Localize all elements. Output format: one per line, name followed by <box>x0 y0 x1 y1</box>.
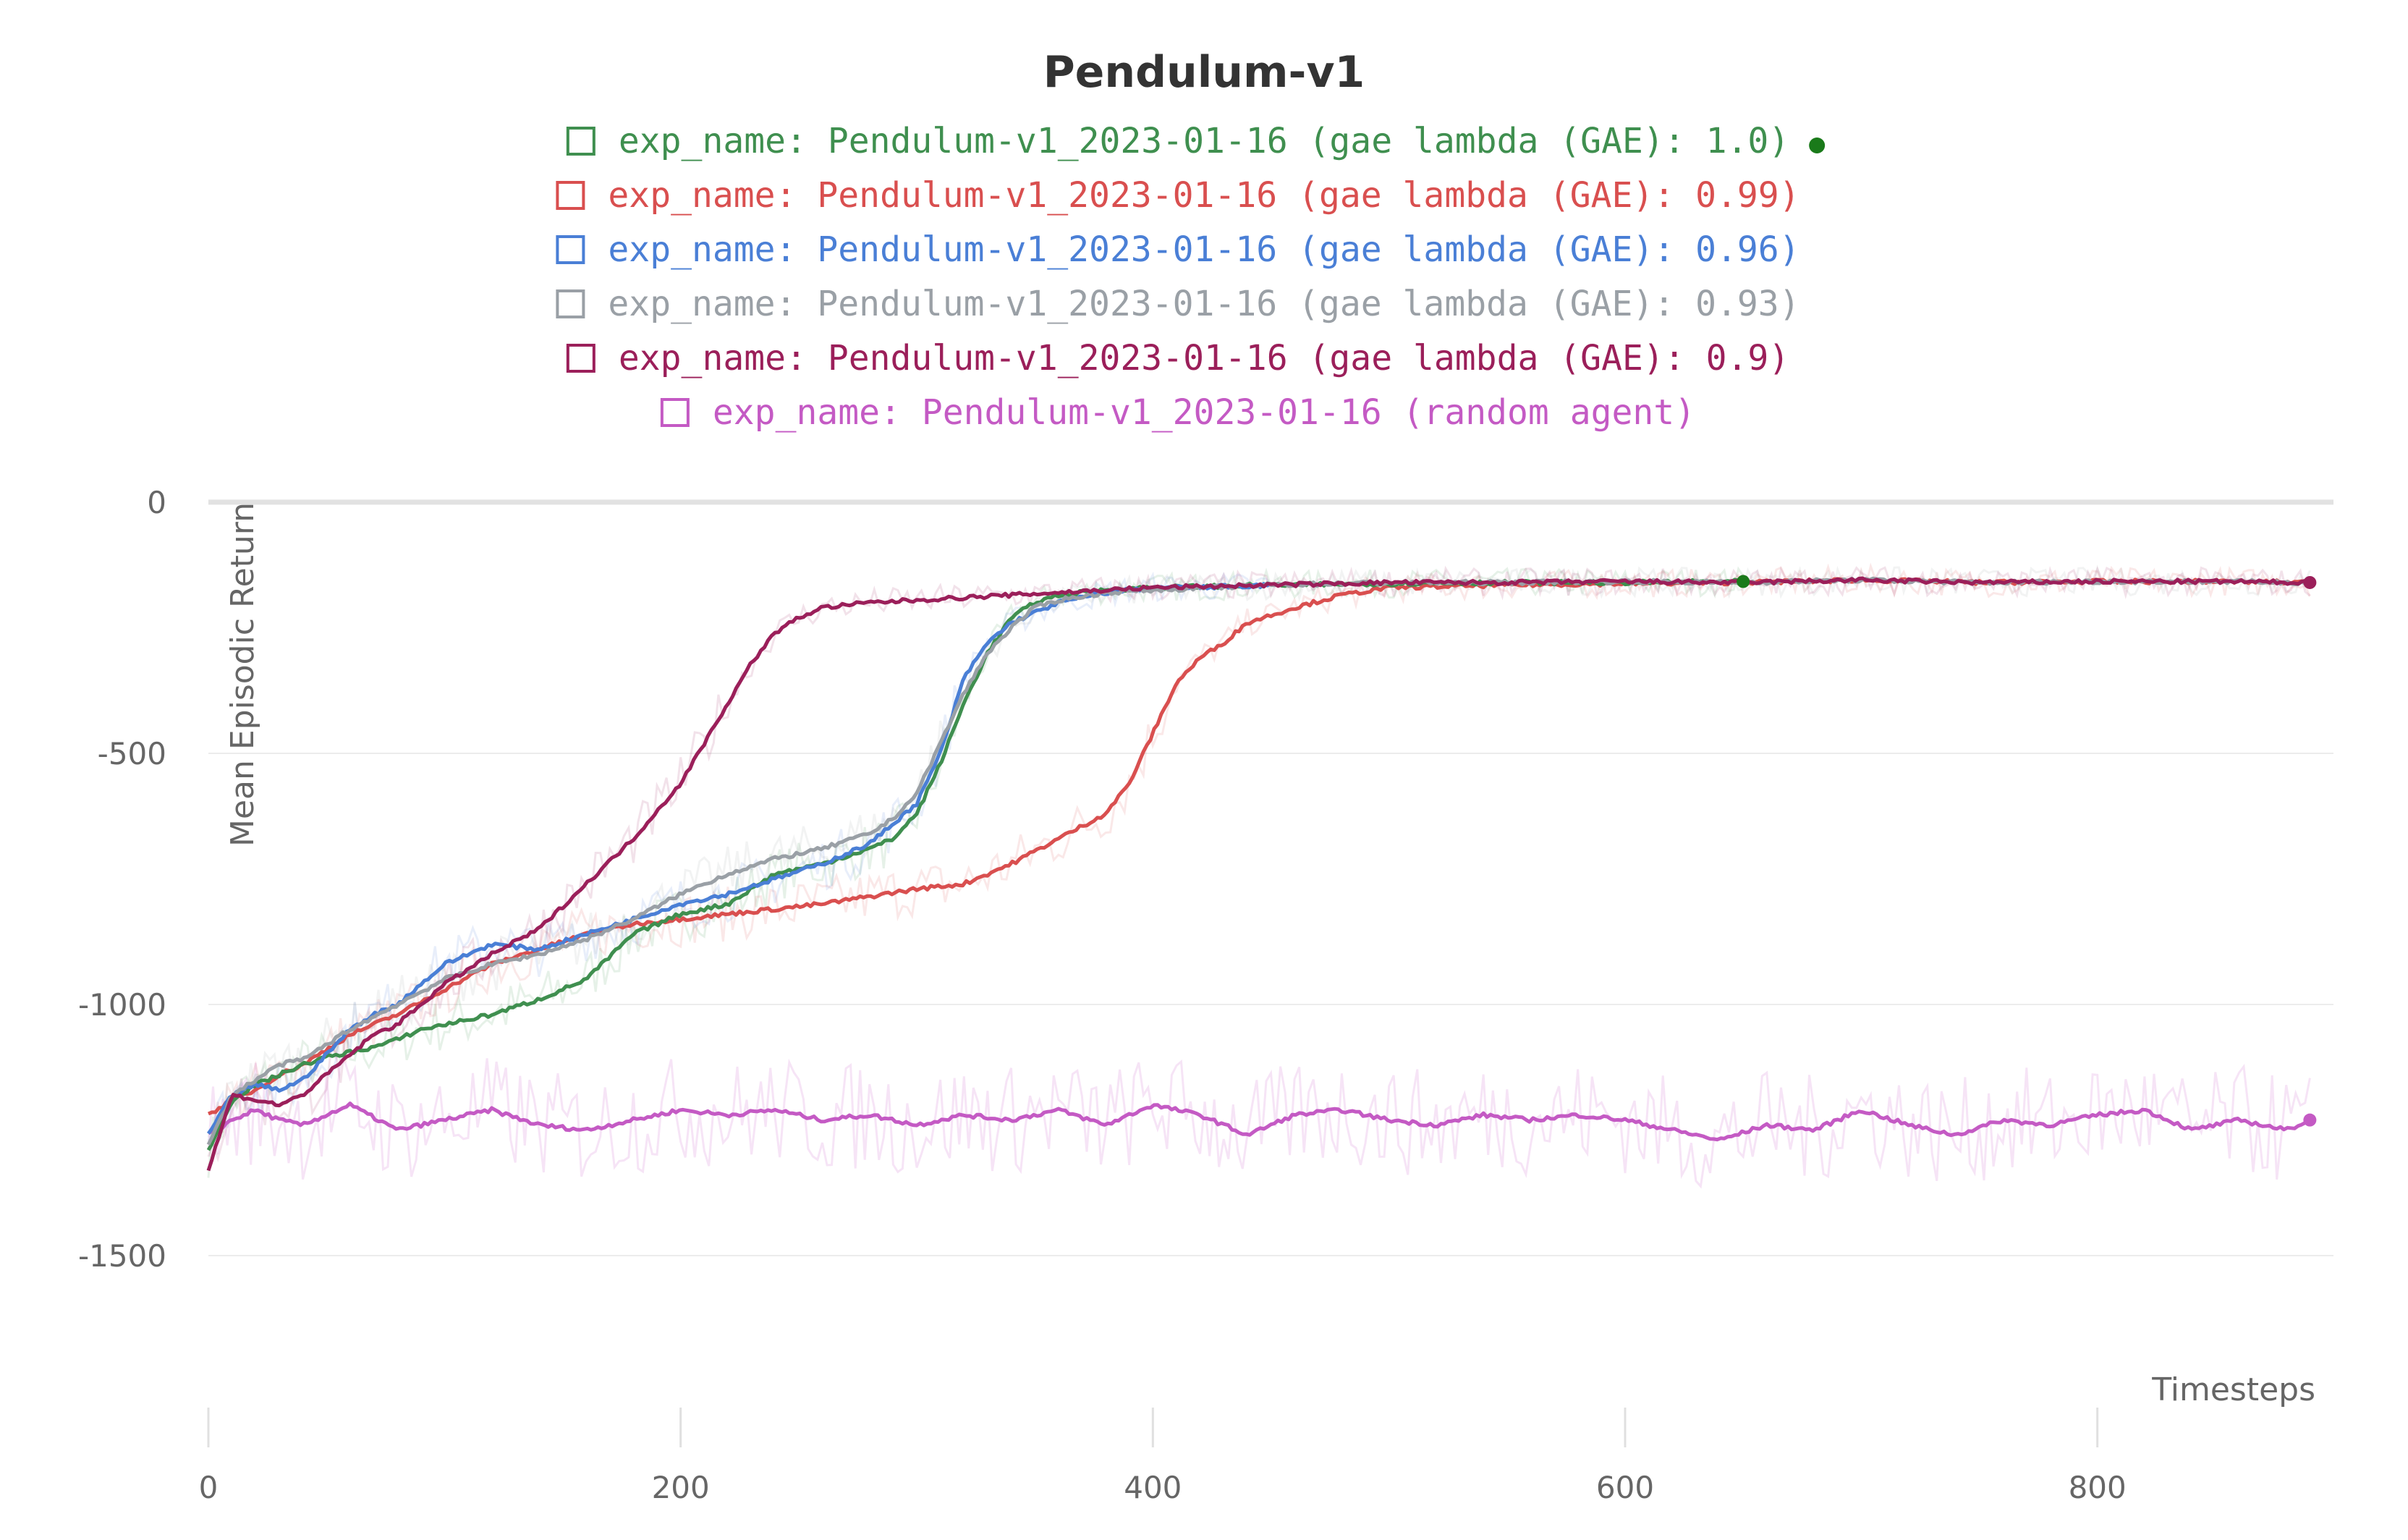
x-tick-label: 800 <box>2069 1470 2127 1505</box>
series-line[interactable] <box>206 582 1272 1135</box>
raw-series-trace <box>208 562 2311 1135</box>
series-end-point <box>1737 575 1750 588</box>
series-end-point <box>2303 1113 2317 1127</box>
x-tick-label: 400 <box>1124 1470 1182 1505</box>
legend-swatch-icon <box>566 127 595 156</box>
y-tick-label: -1000 <box>78 987 166 1023</box>
legend-item[interactable]: exp_name: Pendulum-v1_2023-01-16 (gae la… <box>556 284 1800 324</box>
y-tick-label: -500 <box>98 736 166 771</box>
legend-item[interactable]: exp_name: Pendulum-v1_2023-01-16 (gae la… <box>556 229 1800 270</box>
chart-title: Pendulum-v1 <box>1043 47 1365 98</box>
series-line[interactable] <box>206 576 2310 1172</box>
x-tick-label: 200 <box>652 1470 710 1505</box>
x-tick-label: 600 <box>1596 1470 1654 1505</box>
series-line[interactable] <box>207 1101 2310 1142</box>
legend-swatch-icon <box>556 181 585 210</box>
legend-item[interactable]: exp_name: Pendulum-v1_2023-01-16 (random… <box>660 392 1695 433</box>
raw-series-trace <box>207 1058 2311 1189</box>
series-lines <box>206 576 2310 1172</box>
legend-item[interactable]: exp_name: Pendulum-v1_2023-01-16 (gae la… <box>566 338 1789 378</box>
grid <box>208 499 2333 1257</box>
y-tick-label: -1500 <box>78 1238 166 1274</box>
raw-series-trace <box>207 571 1272 1141</box>
y-axis-ticks: 0 -500 -1000 -1500 <box>78 485 166 1274</box>
legend-label: exp_name: Pendulum-v1_2023-01-16 (gae la… <box>608 284 1799 324</box>
legend-swatch-icon <box>566 344 595 373</box>
series-line[interactable] <box>206 576 2310 1146</box>
series-line[interactable] <box>208 577 2310 1116</box>
raw-series-noise <box>207 562 2311 1189</box>
raw-series-trace <box>207 565 2311 1163</box>
x-axis-ticks: 0 200 400 600 800 <box>199 1408 2127 1505</box>
y-tick-label: 0 <box>147 485 166 520</box>
legend-label: exp_name: Pendulum-v1_2023-01-16 (gae la… <box>619 338 1789 378</box>
legend-swatch-icon <box>556 289 585 318</box>
legend-item[interactable]: exp_name: Pendulum-v1_2023-01-16 (gae la… <box>566 121 1826 161</box>
legend: exp_name: Pendulum-v1_2023-01-16 (gae la… <box>556 121 1826 433</box>
legend-swatch-icon <box>556 235 585 264</box>
legend-item[interactable]: exp_name: Pendulum-v1_2023-01-16 (gae la… <box>556 175 1800 216</box>
x-tick-label: 0 <box>199 1470 219 1505</box>
legend-label: exp_name: Pendulum-v1_2023-01-16 (random… <box>713 392 1695 433</box>
series-line[interactable] <box>206 578 1743 1151</box>
end-markers <box>1737 575 2317 1127</box>
legend-swatch-icon <box>660 398 690 427</box>
raw-series-trace <box>207 564 2311 1138</box>
series-end-point <box>2303 575 2317 589</box>
legend-label: exp_name: Pendulum-v1_2023-01-16 (gae la… <box>608 175 1799 216</box>
legend-label: exp_name: Pendulum-v1_2023-01-16 (gae la… <box>619 121 1789 161</box>
legend-label: exp_name: Pendulum-v1_2023-01-16 (gae la… <box>608 229 1799 270</box>
active-dot-icon <box>1809 138 1826 153</box>
x-axis-label: Timesteps <box>2151 1371 2315 1408</box>
y-axis-label: Mean Episodic Return <box>224 502 261 847</box>
